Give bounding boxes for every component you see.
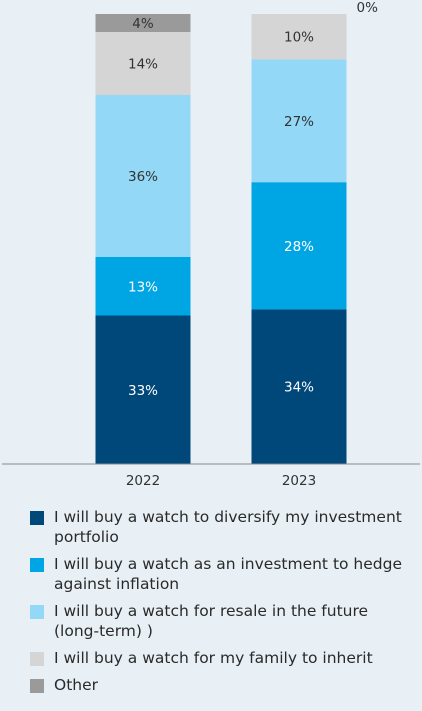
legend-label: I will buy a watch for my family to inhe… — [54, 649, 373, 667]
legend-swatch — [30, 605, 44, 619]
bar-segment-2022-3 — [95, 32, 191, 95]
bar-segment-2022-1 — [95, 257, 191, 316]
data-label-2022-3: 14% — [128, 57, 158, 73]
legend: I will buy a watch to diversify my inves… — [30, 507, 416, 702]
data-label-2023-0: 34% — [284, 380, 314, 396]
legend-swatch — [30, 679, 44, 693]
legend-swatch — [30, 652, 44, 666]
data-label-2023-4: 0% — [357, 0, 379, 16]
legend-item-0: I will buy a watch to diversify my inves… — [30, 507, 416, 547]
bars — [95, 14, 347, 464]
legend-item-4: Other — [30, 675, 416, 695]
legend-item-3: I will buy a watch for my family to inhe… — [30, 648, 416, 668]
bar-segment-2022-2 — [95, 95, 191, 257]
data-label-2023-3: 10% — [284, 30, 314, 46]
legend-label: I will buy a watch as an investment to h… — [54, 555, 403, 593]
legend-label: Other — [54, 676, 99, 694]
bar-segment-2023-2 — [251, 59, 347, 183]
legend-item-2: I will buy a watch for resale in the fut… — [30, 601, 416, 641]
data-label-2023-1: 28% — [284, 239, 314, 255]
bar-segment-2023-3 — [251, 14, 347, 60]
legend-item-1: I will buy a watch as an investment to h… — [30, 554, 416, 594]
data-label-2022-1: 13% — [128, 279, 158, 295]
legend-swatch — [30, 511, 44, 525]
legend-swatch — [30, 558, 44, 572]
bar-segment-2023-1 — [251, 182, 347, 310]
legend-label: I will buy a watch to diversify my inves… — [54, 508, 402, 546]
bar-segment-2022-4 — [95, 14, 191, 32]
x-tick-label-2022: 2022 — [126, 473, 160, 489]
legend-label: I will buy a watch for resale in the fut… — [54, 602, 369, 640]
bar-segment-2022-0 — [95, 315, 191, 464]
data-label-2022-2: 36% — [128, 169, 158, 185]
data-labels: 33% 13% 36% 14% 4% 34% 28% 27% 10% 0% — [128, 0, 378, 399]
data-label-2022-4: 4% — [132, 16, 154, 32]
data-label-2023-2: 27% — [284, 114, 314, 130]
x-axis-ticks: 2022 2023 — [126, 473, 316, 489]
stacked-bar-chart: 33% 13% 36% 14% 4% 34% 28% 27% 10% 0% 2022 2023 — [2, 0, 420, 489]
data-label-2022-0: 33% — [128, 383, 158, 399]
x-tick-label-2023: 2023 — [282, 473, 316, 489]
bar-segment-2023-0 — [251, 309, 347, 464]
